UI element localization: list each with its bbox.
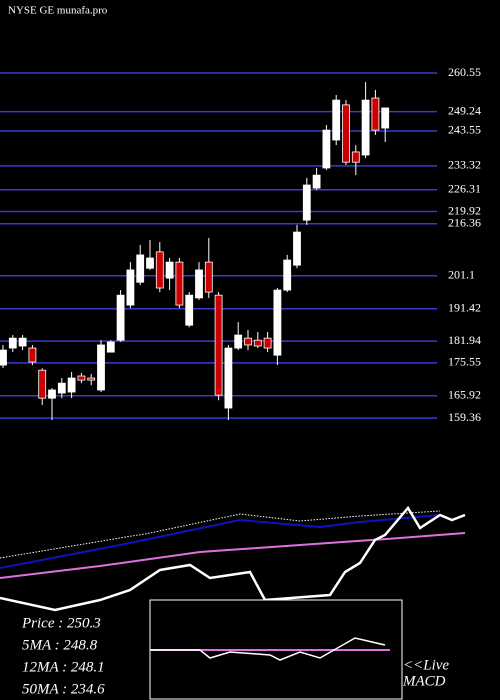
macd-histogram-line [150, 637, 386, 661]
y-tick-label: 201.1 [448, 267, 475, 281]
candle-body [244, 337, 252, 346]
candle-body [18, 337, 27, 347]
candle-body [204, 261, 213, 293]
info-line: Price : 250.3 [21, 615, 101, 631]
macd-line [0, 505, 466, 612]
candle-body [0, 349, 7, 366]
candle-body [97, 344, 105, 391]
candle-body [302, 184, 311, 221]
y-tick-label: 226.31 [448, 182, 481, 196]
y-tick-label: 233.32 [448, 158, 481, 172]
info-line: 50MA : 234.6 [22, 681, 105, 697]
y-tick-label: 191.42 [448, 301, 481, 315]
candle-body [146, 257, 154, 269]
candle-body [116, 294, 125, 341]
candle-body [87, 377, 96, 381]
candle-body [195, 269, 203, 299]
candle-body [342, 104, 350, 163]
candle-body [8, 337, 17, 349]
ma-dotted-line [0, 510, 441, 559]
candle-body [234, 334, 243, 349]
candle-body [322, 129, 331, 169]
indicator-panel [0, 505, 466, 700]
candle-body [293, 231, 301, 266]
chart-title: NYSE GE munafa.pro [8, 5, 108, 17]
y-tick-label: 249.24 [448, 103, 481, 117]
ma-pink-line [0, 532, 466, 579]
y-tick-label: 216.36 [448, 215, 481, 229]
candle-body [283, 259, 292, 291]
candle-body [57, 382, 66, 394]
candle-body [136, 254, 145, 283]
candle-body [28, 347, 37, 363]
candle-body [175, 261, 184, 306]
candle-body [312, 174, 321, 189]
candle-body [214, 294, 223, 396]
candle-body [126, 269, 135, 306]
y-tick-label: 181.94 [448, 333, 481, 347]
candle-body [273, 289, 282, 356]
y-tick-label: 260.55 [448, 65, 481, 79]
y-tick-label: 243.55 [448, 123, 481, 137]
candle-body [185, 294, 194, 326]
candle-body [106, 341, 115, 353]
live-label: <<Live [403, 657, 449, 673]
macd-label: MACD [402, 673, 446, 689]
candle-body [332, 99, 341, 141]
info-line: 5MA : 248.8 [22, 637, 98, 653]
candle-body [38, 369, 47, 399]
y-tick-label: 165.92 [448, 387, 481, 401]
y-tick-label: 159.36 [448, 410, 481, 424]
candle-body [253, 339, 262, 347]
candle-body [77, 375, 86, 381]
candle-body [165, 261, 174, 279]
candle-body [67, 377, 76, 393]
candle-body [155, 251, 164, 289]
candle-body [351, 151, 360, 163]
candle-body [48, 389, 56, 399]
y-tick-label: 175.55 [448, 355, 481, 369]
ma-blue-line [0, 514, 441, 569]
y-tick-label: 219.92 [448, 203, 481, 217]
candle-body [224, 347, 233, 409]
candle-body [381, 107, 390, 129]
candle-body [361, 99, 370, 156]
candle-body [263, 337, 272, 349]
candle-body [371, 97, 380, 131]
info-line: 12MA : 248.1 [22, 659, 105, 675]
